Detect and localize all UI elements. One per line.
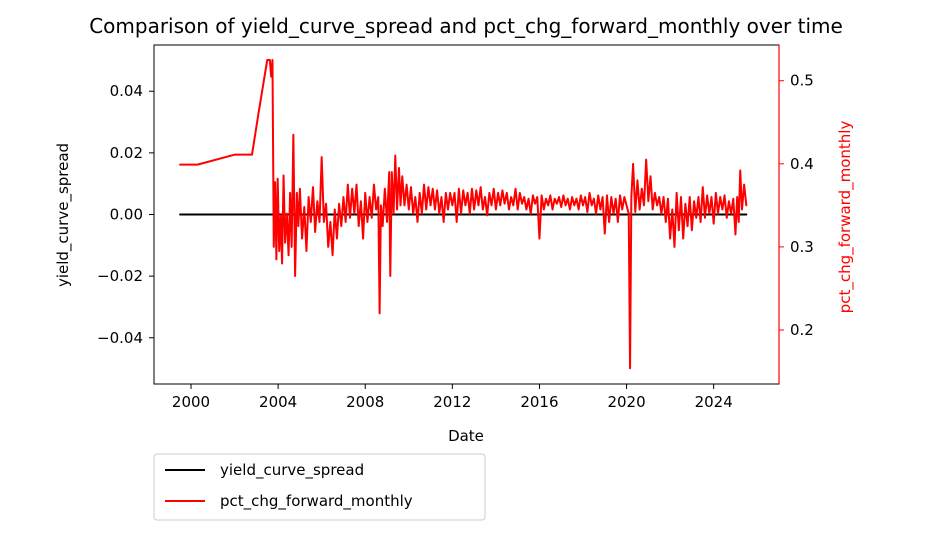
series-layer — [179, 58, 748, 370]
legend: yield_curve_spread pct_chg_forward_monthl… — [153, 453, 486, 521]
legend-box — [153, 453, 486, 521]
y-left-axis-ticks: 0.04 0.02 0.00 −0.02 −0.04 — [97, 82, 154, 347]
x-tick-label: 2008 — [346, 393, 384, 411]
x-tick-label: 2024 — [695, 393, 733, 411]
x-axis-ticks: 2000 2004 2008 2012 2016 2020 2024 — [172, 384, 733, 411]
chart-title: Comparison of yield_curve_spread and pct… — [89, 14, 843, 38]
y-left-axis-label: yield_curve_spread — [54, 143, 73, 287]
y-right-tick-label: 0.4 — [790, 155, 814, 173]
x-tick-label: 2020 — [607, 393, 645, 411]
x-tick-label: 2016 — [520, 393, 558, 411]
x-tick-label: 2000 — [172, 393, 210, 411]
x-axis-label: Date — [448, 427, 484, 445]
x-tick-label: 2012 — [433, 393, 471, 411]
y-left-tick-label: 0.00 — [110, 206, 143, 224]
legend-entry-label: pct_chg_forward_monthly — [220, 492, 413, 511]
series-line-pct-chg-forward-monthly — [179, 58, 748, 370]
y-left-tick-label: 0.02 — [110, 144, 143, 162]
y-left-tick-label: −0.02 — [97, 267, 143, 285]
y-right-tick-label: 0.2 — [790, 321, 814, 339]
x-tick-label: 2004 — [259, 393, 297, 411]
y-right-axis-ticks: 0.5 0.4 0.3 0.2 — [779, 72, 814, 339]
y-right-axis-label: pct_chg_forward_monthly — [836, 121, 855, 314]
legend-entry-label: yield_curve_spread — [220, 461, 364, 480]
y-right-tick-label: 0.3 — [790, 238, 814, 256]
y-right-tick-label: 0.5 — [790, 72, 814, 90]
y-left-tick-label: 0.04 — [110, 82, 143, 100]
y-left-tick-label: −0.04 — [97, 329, 143, 347]
